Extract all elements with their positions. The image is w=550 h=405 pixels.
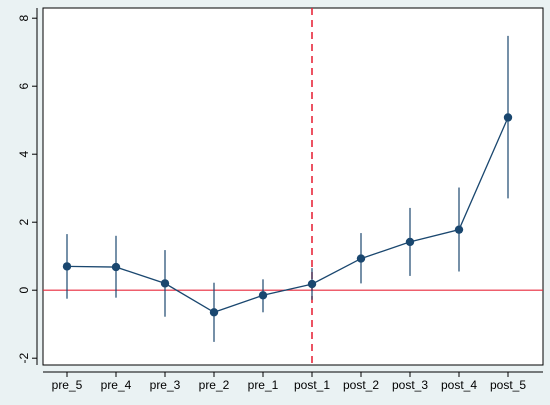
point-post_5 xyxy=(503,113,513,122)
series-line xyxy=(66,117,509,314)
x-tick-label: pre_2 xyxy=(199,378,230,392)
point-post_4 xyxy=(454,225,464,234)
y-tick-label: -2 xyxy=(17,353,31,364)
reference-lines xyxy=(43,8,543,365)
y-tick-label: 4 xyxy=(17,151,31,158)
x-tick-label: pre_4 xyxy=(101,378,132,392)
estimate-line xyxy=(66,117,509,314)
x-tick-label: pre_1 xyxy=(248,378,279,392)
point-post_2 xyxy=(356,254,366,263)
x-tick-label: post_1 xyxy=(294,378,330,392)
y-tick-label: 2 xyxy=(17,219,31,226)
point-pre_2 xyxy=(209,308,219,317)
y-tick-label: 6 xyxy=(17,83,31,90)
point-pre_1 xyxy=(258,291,268,300)
x-tick-label: pre_5 xyxy=(52,378,83,392)
x-tick-label: post_5 xyxy=(490,378,526,392)
point-pre_4 xyxy=(111,262,121,272)
point-post_3 xyxy=(405,237,415,247)
x-tick-label: post_3 xyxy=(392,378,428,392)
axes: -2 0 2 4 6 8 pre_5 pre_4 pre_3 pre_2 pre_1 post_1 po… xyxy=(17,8,543,392)
y-tick-label: 8 xyxy=(17,15,31,22)
x-tick-label: post_4 xyxy=(441,378,477,392)
point-post_1 xyxy=(307,279,317,289)
y-tick-label: 0 xyxy=(17,287,31,294)
point-pre_3 xyxy=(160,279,170,288)
x-tick-label: post_2 xyxy=(343,378,379,392)
point-pre_5 xyxy=(62,262,72,271)
estimate-points xyxy=(62,113,513,317)
x-tick-label: pre_3 xyxy=(150,378,181,392)
plot-area xyxy=(42,7,544,366)
